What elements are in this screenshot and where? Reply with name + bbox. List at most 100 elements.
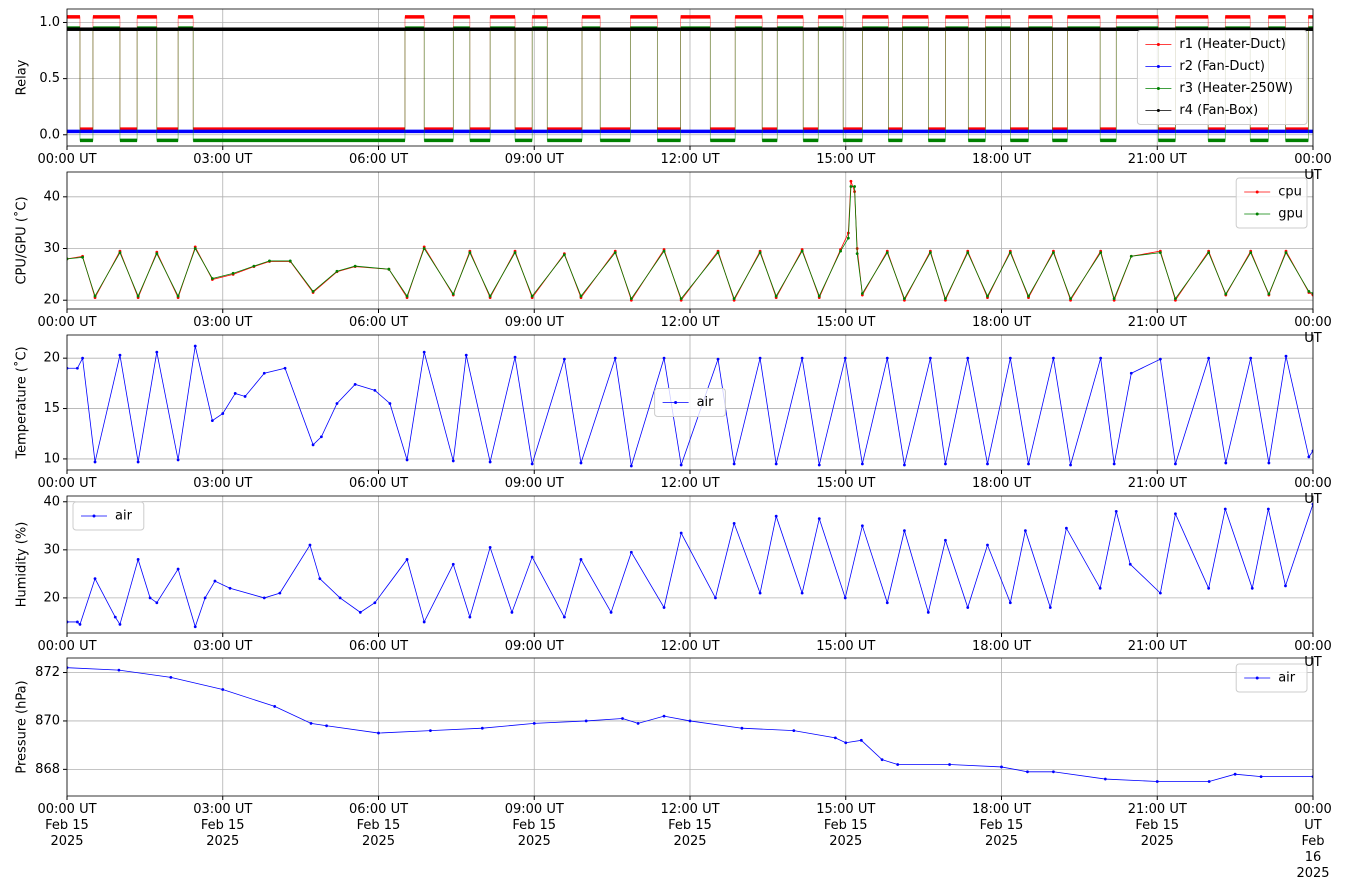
data-point: [1098, 586, 1102, 590]
data-point: [903, 463, 906, 467]
x-tick-label: 18:00 UT Feb 15 2025: [971, 802, 1032, 849]
data-point: [273, 705, 277, 708]
data-point: [1174, 512, 1177, 516]
data-point: [93, 460, 97, 464]
plot-area: [67, 15, 1313, 143]
data-point: [1112, 297, 1116, 301]
data-point: [1027, 294, 1030, 298]
legend-label: air: [697, 395, 715, 410]
data-point: [233, 392, 237, 395]
page: 0.0 0.5 1.0 Relay r1 (Heater-Duct) r2 (Fan-Du…: [13, 8, 1332, 881]
data-point: [155, 252, 159, 256]
data-point: [118, 622, 122, 626]
data-point: [221, 412, 225, 415]
data-point: [562, 253, 566, 257]
x-tick-label: 03:00 UT Feb 15 2025: [193, 802, 253, 849]
data-point: [562, 615, 566, 619]
data-point: [530, 294, 534, 298]
data-point: [1064, 526, 1068, 530]
data-point: [488, 546, 492, 549]
data-point: [843, 356, 847, 360]
data-point: [579, 558, 583, 561]
data-point: [833, 736, 837, 740]
data-point: [1027, 462, 1030, 466]
data-point: [662, 249, 666, 253]
data-point: [75, 366, 79, 370]
data-point: [613, 251, 617, 255]
x-tick-label: 06:00 UT Feb 15 2025: [348, 802, 409, 849]
x-tick-label: 00:00 UT: [1294, 315, 1332, 346]
y-tick-label: 10: [43, 451, 60, 466]
data-point: [1174, 462, 1177, 466]
data-point: [1233, 772, 1237, 776]
data-point: [318, 577, 322, 581]
legend-label: r1 (Heater-Duct): [1179, 37, 1285, 52]
data-point: [243, 395, 247, 398]
y-tick-label: 40: [43, 189, 60, 204]
data-point: [388, 402, 392, 405]
y-axis-label: Temperature (˚C): [14, 346, 30, 459]
y-tick-label: 20: [43, 590, 60, 605]
data-point: [373, 389, 377, 392]
data-line: [67, 186, 1313, 300]
data-point: [885, 601, 889, 605]
data-point: [210, 277, 214, 280]
legend-box: [1136, 30, 1308, 125]
chart: 0.0 0.5 1.0 Relay r1 (Heater-Duct) r2 (Fan-Du…: [14, 8, 1314, 800]
x-tick-label: 21:00 UT: [1127, 639, 1187, 654]
data-point: [1207, 780, 1211, 783]
data-point: [136, 460, 140, 464]
data-point: [283, 366, 287, 370]
data-point: [308, 543, 312, 547]
data-point: [405, 294, 409, 298]
data-point: [155, 601, 159, 605]
data-point: [613, 356, 617, 360]
x-tick-label: 09:00 UT: [504, 152, 564, 167]
data-point: [311, 443, 315, 447]
y-axis-label: Pressure (hPa): [15, 680, 30, 773]
data-point: [1026, 770, 1029, 774]
data-point: [1008, 601, 1012, 605]
data-point: [193, 344, 197, 348]
data-point: [1284, 584, 1287, 588]
data-point: [714, 596, 717, 600]
data-point: [325, 724, 328, 728]
data-point: [1284, 251, 1288, 255]
data-point: [155, 350, 159, 354]
legend-label: r4 (Fan-Box): [1179, 103, 1258, 118]
data-point: [896, 763, 900, 766]
data-point: [1158, 591, 1162, 595]
data-point: [662, 714, 666, 718]
data-point: [662, 356, 666, 360]
data-point: [373, 601, 377, 605]
data-point: [817, 517, 821, 520]
data-point: [774, 462, 778, 466]
data-point: [966, 356, 970, 360]
legend-box: [1235, 663, 1308, 693]
data-point: [1103, 777, 1107, 781]
data-point: [1307, 455, 1311, 459]
data-point: [468, 251, 472, 255]
data-point: [451, 292, 455, 296]
legend-label: r2 (Fan-Duct): [1179, 59, 1265, 74]
data-point: [679, 463, 683, 467]
data-point: [530, 555, 534, 559]
data-point: [513, 355, 517, 359]
x-tick-label: 00:00 UT: [1294, 152, 1332, 183]
data-point: [1052, 251, 1055, 255]
data-point: [311, 290, 315, 293]
x-tick-label: 00:00 UT: [37, 315, 97, 330]
data-point: [732, 297, 736, 301]
legend-marker: [1156, 65, 1160, 68]
data-point: [800, 356, 804, 360]
axes-frame: [66, 495, 1314, 634]
data-point: [252, 264, 256, 268]
data-point: [1249, 251, 1253, 255]
data-point: [81, 356, 84, 360]
x-tick-label: 15:00 UT: [816, 476, 876, 491]
data-point: [966, 251, 970, 255]
data-point: [817, 294, 821, 298]
data-point: [169, 675, 173, 679]
axes-frame: [66, 8, 1314, 147]
data-point: [468, 615, 472, 619]
